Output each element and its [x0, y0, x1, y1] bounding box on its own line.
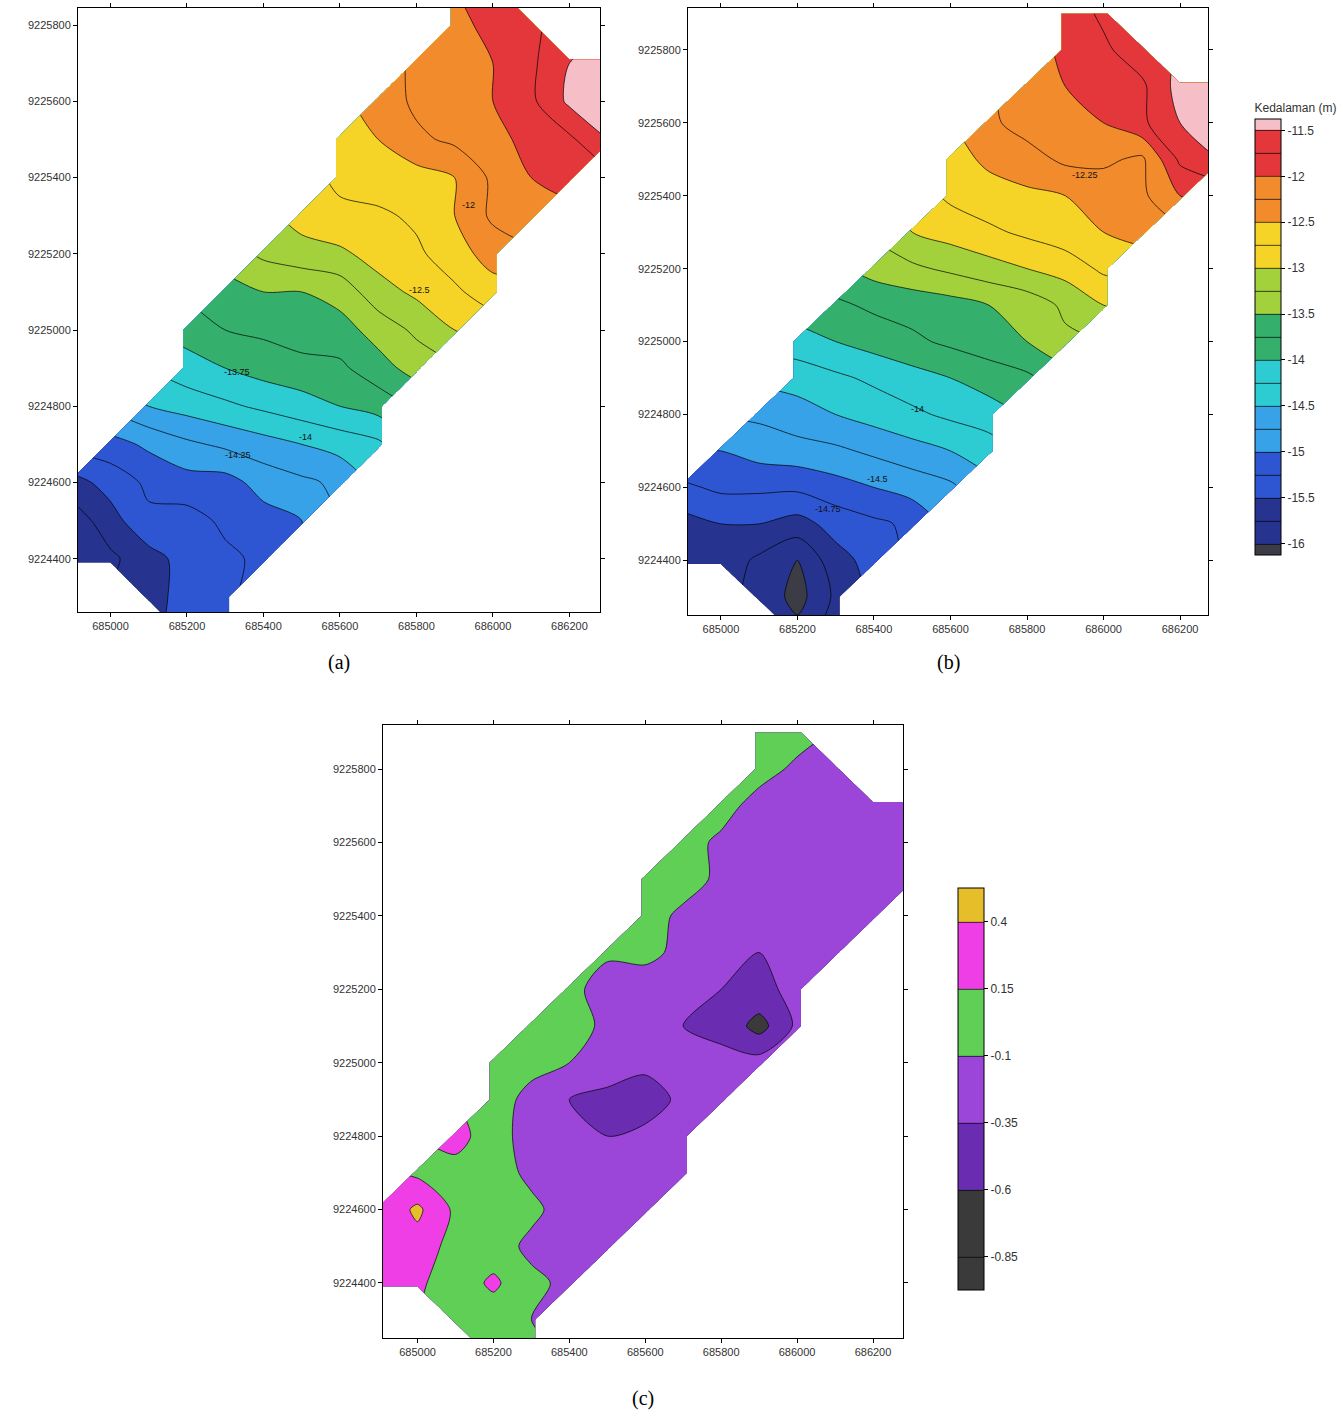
svg-text:9225800: 9225800: [638, 44, 681, 56]
svg-text:-12: -12: [462, 200, 475, 210]
svg-text:9225000: 9225000: [333, 1057, 376, 1069]
svg-text:685400: 685400: [551, 1346, 588, 1358]
svg-text:685200: 685200: [169, 620, 206, 632]
svg-text:9224600: 9224600: [638, 481, 681, 493]
svg-text:-12.5: -12.5: [1287, 215, 1315, 229]
svg-text:686200: 686200: [855, 1346, 892, 1358]
svg-text:9225400: 9225400: [28, 171, 71, 183]
svg-text:-0.35: -0.35: [990, 1116, 1018, 1130]
svg-text:0.15: 0.15: [990, 982, 1014, 996]
svg-text:9225600: 9225600: [333, 836, 376, 848]
svg-text:-15.5: -15.5: [1287, 491, 1315, 505]
svg-text:9225600: 9225600: [28, 95, 71, 107]
svg-text:-0.6: -0.6: [990, 1183, 1011, 1197]
svg-text:685000: 685000: [92, 620, 129, 632]
svg-text:9224800: 9224800: [333, 1130, 376, 1142]
svg-text:-14.25: -14.25: [225, 450, 251, 460]
svg-text:(b): (b): [937, 651, 960, 674]
svg-text:686200: 686200: [1162, 623, 1199, 635]
svg-text:686000: 686000: [475, 620, 512, 632]
svg-text:685800: 685800: [1009, 623, 1046, 635]
svg-text:-16: -16: [1287, 537, 1305, 551]
svg-text:9224400: 9224400: [333, 1277, 376, 1289]
svg-text:-13.75: -13.75: [224, 367, 250, 377]
svg-text:-14.75: -14.75: [815, 504, 841, 514]
svg-text:-13.5: -13.5: [1287, 307, 1315, 321]
svg-text:9225200: 9225200: [28, 248, 71, 260]
svg-text:9225400: 9225400: [333, 910, 376, 922]
svg-text:9224400: 9224400: [28, 553, 71, 565]
svg-text:-12.5: -12.5: [409, 285, 430, 295]
svg-text:685400: 685400: [245, 620, 282, 632]
svg-text:686000: 686000: [779, 1346, 816, 1358]
svg-text:685200: 685200: [475, 1346, 512, 1358]
svg-text:9225800: 9225800: [333, 763, 376, 775]
svg-text:685000: 685000: [399, 1346, 436, 1358]
svg-text:9225200: 9225200: [333, 983, 376, 995]
svg-text:Kedalaman (m): Kedalaman (m): [1255, 101, 1337, 115]
svg-text:686200: 686200: [551, 620, 588, 632]
svg-text:(a): (a): [328, 651, 350, 674]
svg-text:685600: 685600: [932, 623, 969, 635]
svg-text:685200: 685200: [779, 623, 816, 635]
svg-text:685000: 685000: [703, 623, 740, 635]
svg-text:685800: 685800: [703, 1346, 740, 1358]
svg-text:-13: -13: [1287, 261, 1305, 275]
svg-text:685400: 685400: [856, 623, 893, 635]
svg-text:9225400: 9225400: [638, 190, 681, 202]
svg-text:-12: -12: [1287, 170, 1305, 184]
svg-text:685600: 685600: [627, 1346, 664, 1358]
svg-text:685800: 685800: [398, 620, 435, 632]
svg-text:9225000: 9225000: [638, 335, 681, 347]
svg-text:-14.5: -14.5: [867, 474, 888, 484]
svg-text:9224800: 9224800: [638, 408, 681, 420]
svg-text:9225000: 9225000: [28, 324, 71, 336]
svg-text:9225200: 9225200: [638, 263, 681, 275]
svg-text:-14: -14: [299, 432, 312, 442]
svg-text:9224400: 9224400: [638, 554, 681, 566]
svg-text:-12.25: -12.25: [1072, 170, 1098, 180]
svg-text:-0.1: -0.1: [990, 1049, 1011, 1063]
svg-text:9224800: 9224800: [28, 400, 71, 412]
svg-text:9224600: 9224600: [28, 476, 71, 488]
svg-text:686000: 686000: [1085, 623, 1122, 635]
svg-text:-0.85: -0.85: [990, 1250, 1018, 1264]
svg-text:(c): (c): [632, 1387, 654, 1410]
svg-text:-14: -14: [911, 404, 924, 414]
svg-text:685600: 685600: [322, 620, 359, 632]
svg-text:-14: -14: [1287, 353, 1305, 367]
svg-text:9225600: 9225600: [638, 117, 681, 129]
svg-text:9224600: 9224600: [333, 1203, 376, 1215]
svg-text:0.4: 0.4: [990, 915, 1007, 929]
svg-text:-15: -15: [1287, 445, 1305, 459]
svg-text:9225800: 9225800: [28, 19, 71, 31]
svg-text:-14.5: -14.5: [1287, 399, 1315, 413]
svg-text:-11.5: -11.5: [1287, 124, 1314, 138]
